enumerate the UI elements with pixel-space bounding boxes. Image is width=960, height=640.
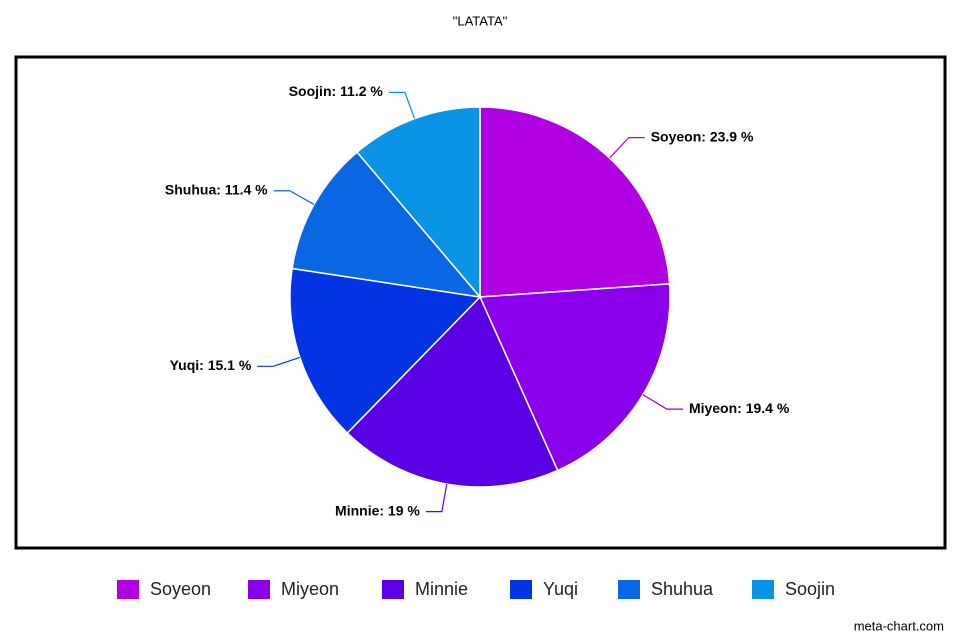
legend-swatch: [618, 580, 640, 599]
legend-label: Soojin: [785, 579, 835, 599]
data-label: Miyeon: 19.4 %: [689, 400, 790, 416]
pie-slice: [346, 295, 559, 488]
legend-label: Shuhua: [651, 579, 714, 599]
legend-swatch: [752, 580, 774, 599]
legend-swatch: [117, 580, 139, 599]
legend-label: Minnie: [415, 579, 468, 599]
leader-line: [609, 137, 645, 159]
data-label: Soyeon: 23.9 %: [651, 128, 754, 144]
leader-line: [642, 394, 683, 410]
leader-line: [388, 91, 416, 119]
pie-slice: [478, 283, 671, 472]
leader-line: [257, 356, 301, 367]
data-label: Soojin: 11.2 %: [289, 83, 384, 99]
legend-label: Yuqi: [543, 579, 578, 599]
data-label: Minnie: 19 %: [335, 502, 420, 518]
leader-line: [273, 190, 315, 205]
legend-swatch: [248, 580, 270, 599]
data-label: Shuhua: 11.4 %: [165, 181, 268, 197]
pie-slice: [479, 106, 671, 298]
legend-label: Soyeon: [150, 579, 211, 599]
legend-label: Miyeon: [281, 579, 339, 599]
leader-line: [425, 483, 448, 513]
watermark: meta-chart.com: [854, 618, 944, 633]
legend-swatch: [382, 580, 404, 599]
legend-swatch: [510, 580, 532, 599]
data-label: Yuqi: 15.1 %: [170, 357, 252, 373]
pie-slice: [289, 267, 482, 435]
chart-title: "LATATA": [453, 13, 508, 28]
